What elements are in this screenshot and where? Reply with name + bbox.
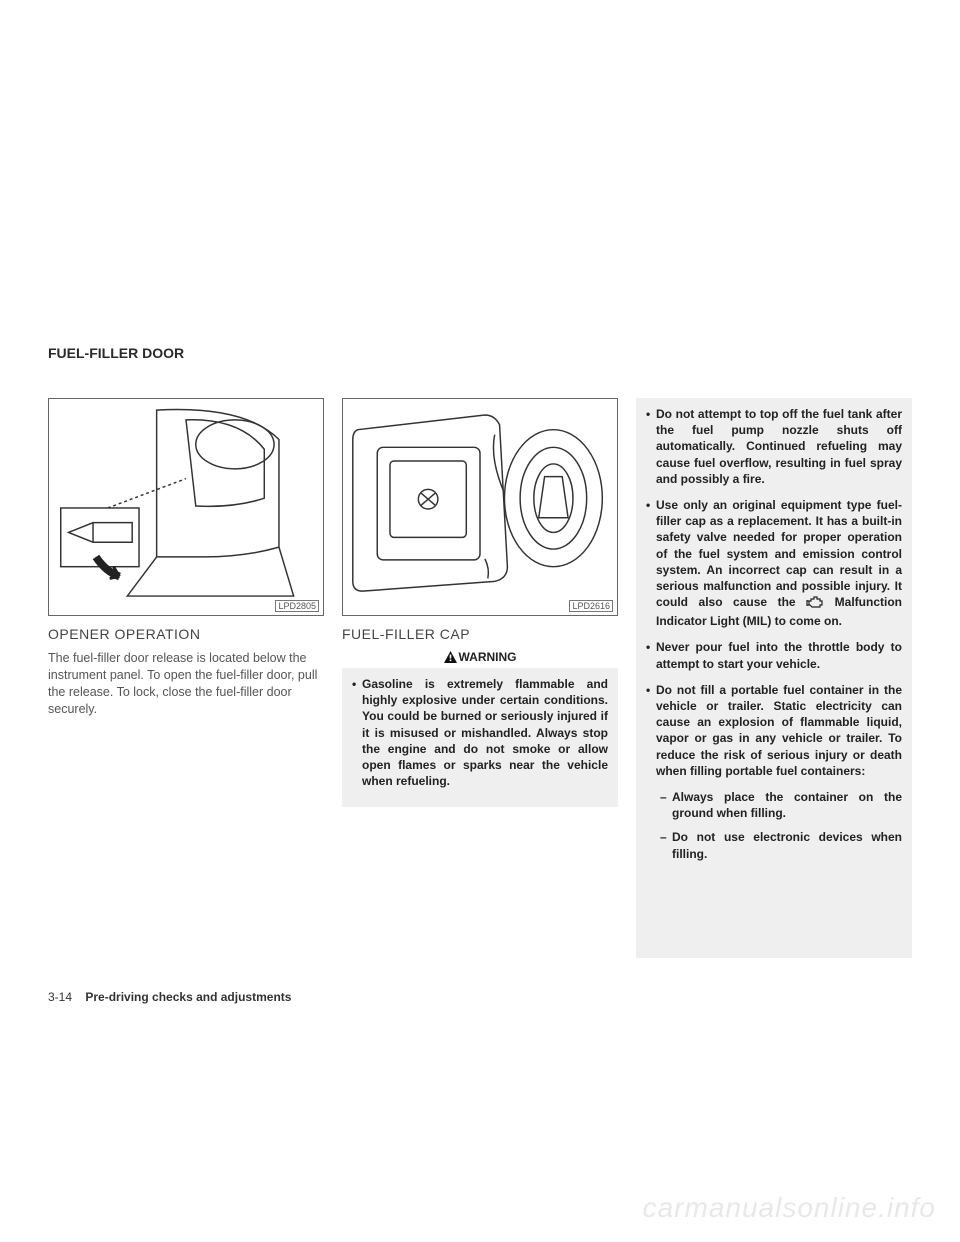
c3-sub-2: – Do not use electronic devices when fil… xyxy=(660,829,902,861)
c3-bullet-4-text: Do not fill a portable fuel container in… xyxy=(656,682,902,779)
opener-illustration xyxy=(49,399,323,615)
engine-icon xyxy=(806,596,824,613)
section-name: Pre-driving checks and adjustments xyxy=(85,990,291,1004)
column-2: LPD2616 FUEL-FILLER CAP WARNING • Gasoli… xyxy=(342,398,618,958)
page-title: FUEL-FILLER DOOR xyxy=(48,345,184,361)
warning-text: WARNING xyxy=(459,650,517,664)
opener-figure: LPD2805 xyxy=(48,398,324,616)
bullet-marker: • xyxy=(646,639,656,671)
bullet-marker: • xyxy=(646,406,656,487)
content-area: LPD2805 OPENER OPERATION The fuel-filler… xyxy=(48,398,912,958)
c3-bullet-4: • Do not fill a portable fuel container … xyxy=(646,682,902,779)
page-footer: 3-14 Pre-driving checks and adjustments xyxy=(48,990,291,1004)
figure-code-2: LPD2616 xyxy=(569,600,613,612)
cap-figure: LPD2616 xyxy=(342,398,618,616)
page-number: 3-14 xyxy=(48,990,72,1004)
warning-box-1: • Gasoline is extremely flammable and hi… xyxy=(342,668,618,807)
c3-bullet-3-text: Never pour fuel into the throttle body t… xyxy=(656,639,902,671)
c3-bullet-2-text: Use only an original equipment type fuel… xyxy=(656,497,902,630)
opener-body: The fuel-filler door release is located … xyxy=(48,650,324,718)
warning-label: WARNING xyxy=(342,650,618,664)
figure-code-1: LPD2805 xyxy=(275,600,319,612)
dash-marker: – xyxy=(660,829,672,861)
c3-bullet-1: • Do not attempt to top off the fuel tan… xyxy=(646,406,902,487)
dash-marker: – xyxy=(660,789,672,821)
opener-heading: OPENER OPERATION xyxy=(48,626,324,642)
bullet-marker: • xyxy=(646,682,656,779)
bullet-marker: • xyxy=(646,497,656,630)
warning-bullet-text: Gasoline is extremely flammable and high… xyxy=(362,676,608,789)
warning-triangle-icon xyxy=(444,651,457,663)
column-1: LPD2805 OPENER OPERATION The fuel-filler… xyxy=(48,398,324,958)
warning-bullet: • Gasoline is extremely flammable and hi… xyxy=(352,676,608,789)
c3-sub-2-text: Do not use electronic devices when filli… xyxy=(672,829,902,861)
cap-heading: FUEL-FILLER CAP xyxy=(342,626,618,642)
c3-sub-1: – Always place the container on the grou… xyxy=(660,789,902,821)
c3-sub-1-text: Always place the container on the ground… xyxy=(672,789,902,821)
c3-b2-part-a: Use only an original equipment type fuel… xyxy=(656,498,902,609)
c3-bullet-3: • Never pour fuel into the throttle body… xyxy=(646,639,902,671)
bullet-marker: • xyxy=(352,676,362,789)
watermark-text: carmanualsonline.info xyxy=(643,1192,936,1224)
cap-illustration xyxy=(343,399,617,615)
column-3: • Do not attempt to top off the fuel tan… xyxy=(636,398,912,958)
c3-bullet-1-text: Do not attempt to top off the fuel tank … xyxy=(656,406,902,487)
c3-bullet-2: • Use only an original equipment type fu… xyxy=(646,497,902,630)
warning-box-2: • Do not attempt to top off the fuel tan… xyxy=(636,398,912,958)
